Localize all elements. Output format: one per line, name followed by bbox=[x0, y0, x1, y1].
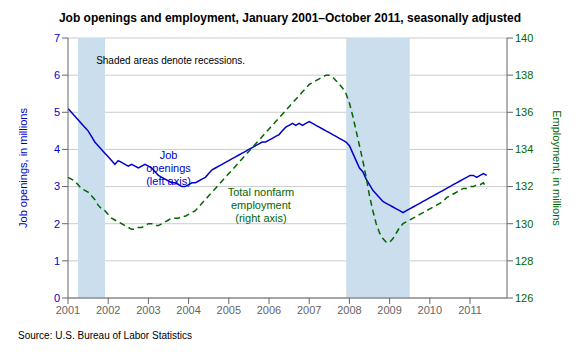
svg-text:2: 2 bbox=[54, 218, 60, 230]
svg-text:1: 1 bbox=[54, 255, 60, 267]
svg-text:130: 130 bbox=[515, 218, 533, 230]
svg-text:5: 5 bbox=[54, 106, 60, 118]
svg-text:Job openings, in millions: Job openings, in millions bbox=[17, 108, 29, 228]
svg-text:132: 132 bbox=[515, 180, 533, 192]
svg-text:2006: 2006 bbox=[257, 304, 281, 316]
svg-text:2001: 2001 bbox=[56, 304, 80, 316]
svg-text:Employment, in millions: Employment, in millions bbox=[551, 110, 563, 226]
svg-text:7: 7 bbox=[54, 32, 60, 44]
svg-text:0: 0 bbox=[54, 292, 60, 304]
svg-text:128: 128 bbox=[515, 255, 533, 267]
svg-text:employment: employment bbox=[231, 199, 291, 211]
html-text:Source: U.S. Bureau of Labor S: Source: U.S. Bureau of Labor Statistics bbox=[18, 330, 192, 341]
svg-text:Shaded areas denote recessions: Shaded areas denote recessions. bbox=[96, 55, 245, 66]
svg-text:Job: Job bbox=[160, 149, 178, 161]
svg-text:3: 3 bbox=[54, 180, 60, 192]
svg-text:2003: 2003 bbox=[136, 304, 160, 316]
svg-text:136: 136 bbox=[515, 106, 533, 118]
svg-text:140: 140 bbox=[515, 32, 533, 44]
svg-text:6: 6 bbox=[54, 69, 60, 81]
svg-text:(left axis): (left axis) bbox=[146, 175, 191, 187]
svg-text:2010: 2010 bbox=[418, 304, 442, 316]
html-text:Job openings and employment, J: Job openings and employment, January 200… bbox=[58, 11, 522, 25]
svg-text:openings: openings bbox=[146, 162, 191, 174]
svg-text:Total nonfarm: Total nonfarm bbox=[228, 186, 295, 198]
svg-text:2005: 2005 bbox=[217, 304, 241, 316]
svg-text:134: 134 bbox=[515, 143, 533, 155]
svg-text:138: 138 bbox=[515, 69, 533, 81]
svg-text:2002: 2002 bbox=[96, 304, 120, 316]
svg-text:2004: 2004 bbox=[176, 304, 200, 316]
svg-text:4: 4 bbox=[54, 143, 60, 155]
svg-text:2009: 2009 bbox=[377, 304, 401, 316]
svg-text:126: 126 bbox=[515, 292, 533, 304]
svg-text:(right axis): (right axis) bbox=[235, 212, 286, 224]
svg-text:2011: 2011 bbox=[458, 304, 482, 316]
svg-text:2007: 2007 bbox=[297, 304, 321, 316]
svg-text:2008: 2008 bbox=[337, 304, 361, 316]
